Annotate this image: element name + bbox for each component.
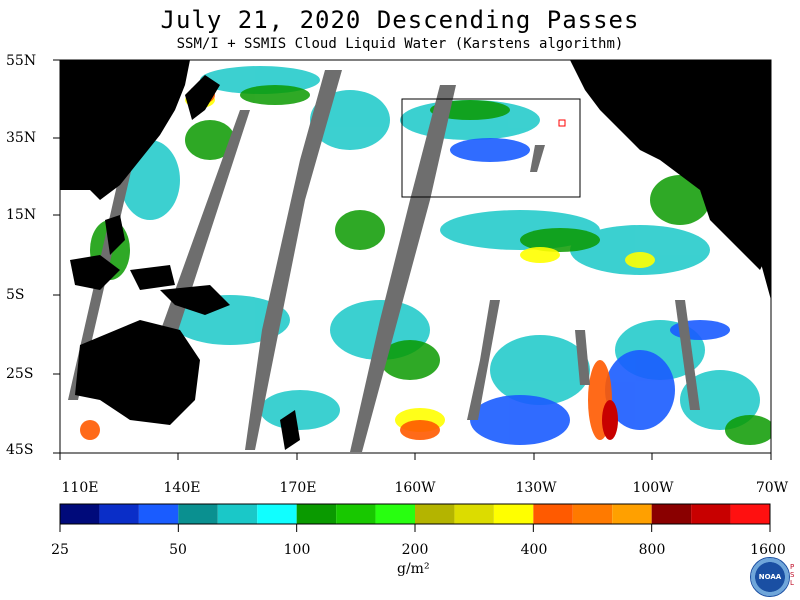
- colorbar-swatch: [336, 504, 376, 524]
- colorbar-swatch: [138, 504, 179, 524]
- colorbar-label: 800: [638, 542, 666, 558]
- map-title: July 21, 2020 Descending Passes: [160, 6, 640, 34]
- lon-label: 110E: [61, 480, 99, 496]
- colorbar: [59, 503, 771, 532]
- lat-label: 45S: [6, 442, 34, 458]
- colorbar-label: 400: [520, 542, 548, 558]
- colorbar-swatch: [651, 504, 692, 524]
- red-marker: [558, 119, 566, 127]
- colorbar-swatch: [493, 504, 534, 524]
- colorbar-swatch: [691, 504, 731, 524]
- lon-label: 170E: [279, 480, 317, 496]
- colorbar-swatch: [454, 504, 494, 524]
- colorbar-label: 100: [283, 542, 311, 558]
- lon-label: 100W: [632, 480, 674, 496]
- lon-label: 130W: [515, 480, 557, 496]
- colorbar-swatch: [533, 504, 573, 524]
- psl-logo-text: P S L: [790, 563, 795, 587]
- colorbar-swatch: [415, 504, 455, 524]
- lat-label: 55N: [6, 53, 37, 69]
- colorbar-swatch: [612, 504, 652, 524]
- land-masses: [60, 60, 771, 450]
- colorbar-swatch: [375, 504, 415, 524]
- colorbar-swatch: [60, 504, 100, 524]
- colorbar-swatch: [178, 504, 218, 524]
- lon-label: 70W: [755, 480, 789, 496]
- colorbar-swatch: [730, 504, 770, 524]
- colorbar-label: 25: [51, 542, 69, 558]
- lat-label: 25S: [6, 366, 34, 382]
- axis-ticks: [53, 59, 772, 460]
- analysis-box: [401, 98, 581, 198]
- colorbar-label: 200: [401, 542, 429, 558]
- colorbar-swatch: [296, 504, 337, 524]
- noaa-logo-icon: NOAA: [750, 557, 790, 597]
- colorbar-label: 50: [169, 542, 187, 558]
- lat-label: 5S: [6, 287, 25, 303]
- lon-label: 160W: [394, 480, 436, 496]
- colorbar-swatch: [99, 504, 139, 524]
- lon-label: 140E: [163, 480, 201, 496]
- cloud-water-field: [80, 66, 771, 445]
- colorbar-swatch: [257, 504, 297, 524]
- colorbar-swatch: [217, 504, 258, 524]
- colorbar-label: 1600: [750, 542, 786, 558]
- colorbar-swatch: [572, 504, 613, 524]
- map-subtitle: SSM/I + SSMIS Cloud Liquid Water (Karste…: [176, 36, 624, 52]
- logo-text: NOAA: [758, 573, 782, 581]
- colorbar-unit: g/m²: [397, 561, 430, 577]
- cloud-water-map: [53, 59, 772, 460]
- lat-label: 15N: [6, 207, 37, 223]
- lat-label: 35N: [6, 130, 37, 146]
